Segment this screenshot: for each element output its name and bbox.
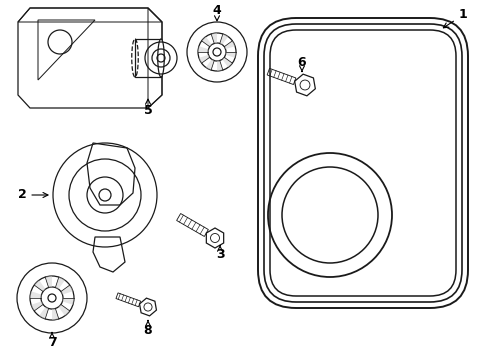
Polygon shape bbox=[224, 41, 235, 49]
Polygon shape bbox=[34, 280, 46, 292]
Text: 6: 6 bbox=[298, 55, 306, 71]
Polygon shape bbox=[201, 37, 212, 47]
Polygon shape bbox=[220, 34, 228, 45]
Polygon shape bbox=[30, 291, 42, 298]
Ellipse shape bbox=[158, 39, 164, 77]
Text: 4: 4 bbox=[213, 4, 221, 21]
Polygon shape bbox=[206, 59, 214, 70]
Polygon shape bbox=[31, 301, 43, 311]
Text: 7: 7 bbox=[48, 333, 56, 348]
Polygon shape bbox=[55, 277, 65, 289]
Text: 5: 5 bbox=[144, 99, 152, 117]
Polygon shape bbox=[217, 60, 223, 71]
Polygon shape bbox=[62, 298, 74, 305]
Polygon shape bbox=[199, 55, 210, 63]
Polygon shape bbox=[211, 33, 217, 44]
Polygon shape bbox=[225, 52, 236, 58]
Polygon shape bbox=[222, 57, 232, 67]
Text: 3: 3 bbox=[216, 246, 224, 261]
Text: 8: 8 bbox=[144, 321, 152, 337]
Polygon shape bbox=[198, 46, 208, 52]
Polygon shape bbox=[45, 276, 52, 288]
Polygon shape bbox=[61, 285, 73, 294]
Polygon shape bbox=[58, 305, 70, 316]
Text: 2: 2 bbox=[18, 189, 48, 202]
Polygon shape bbox=[52, 309, 59, 320]
Polygon shape bbox=[39, 307, 49, 319]
Text: 1: 1 bbox=[443, 9, 467, 28]
